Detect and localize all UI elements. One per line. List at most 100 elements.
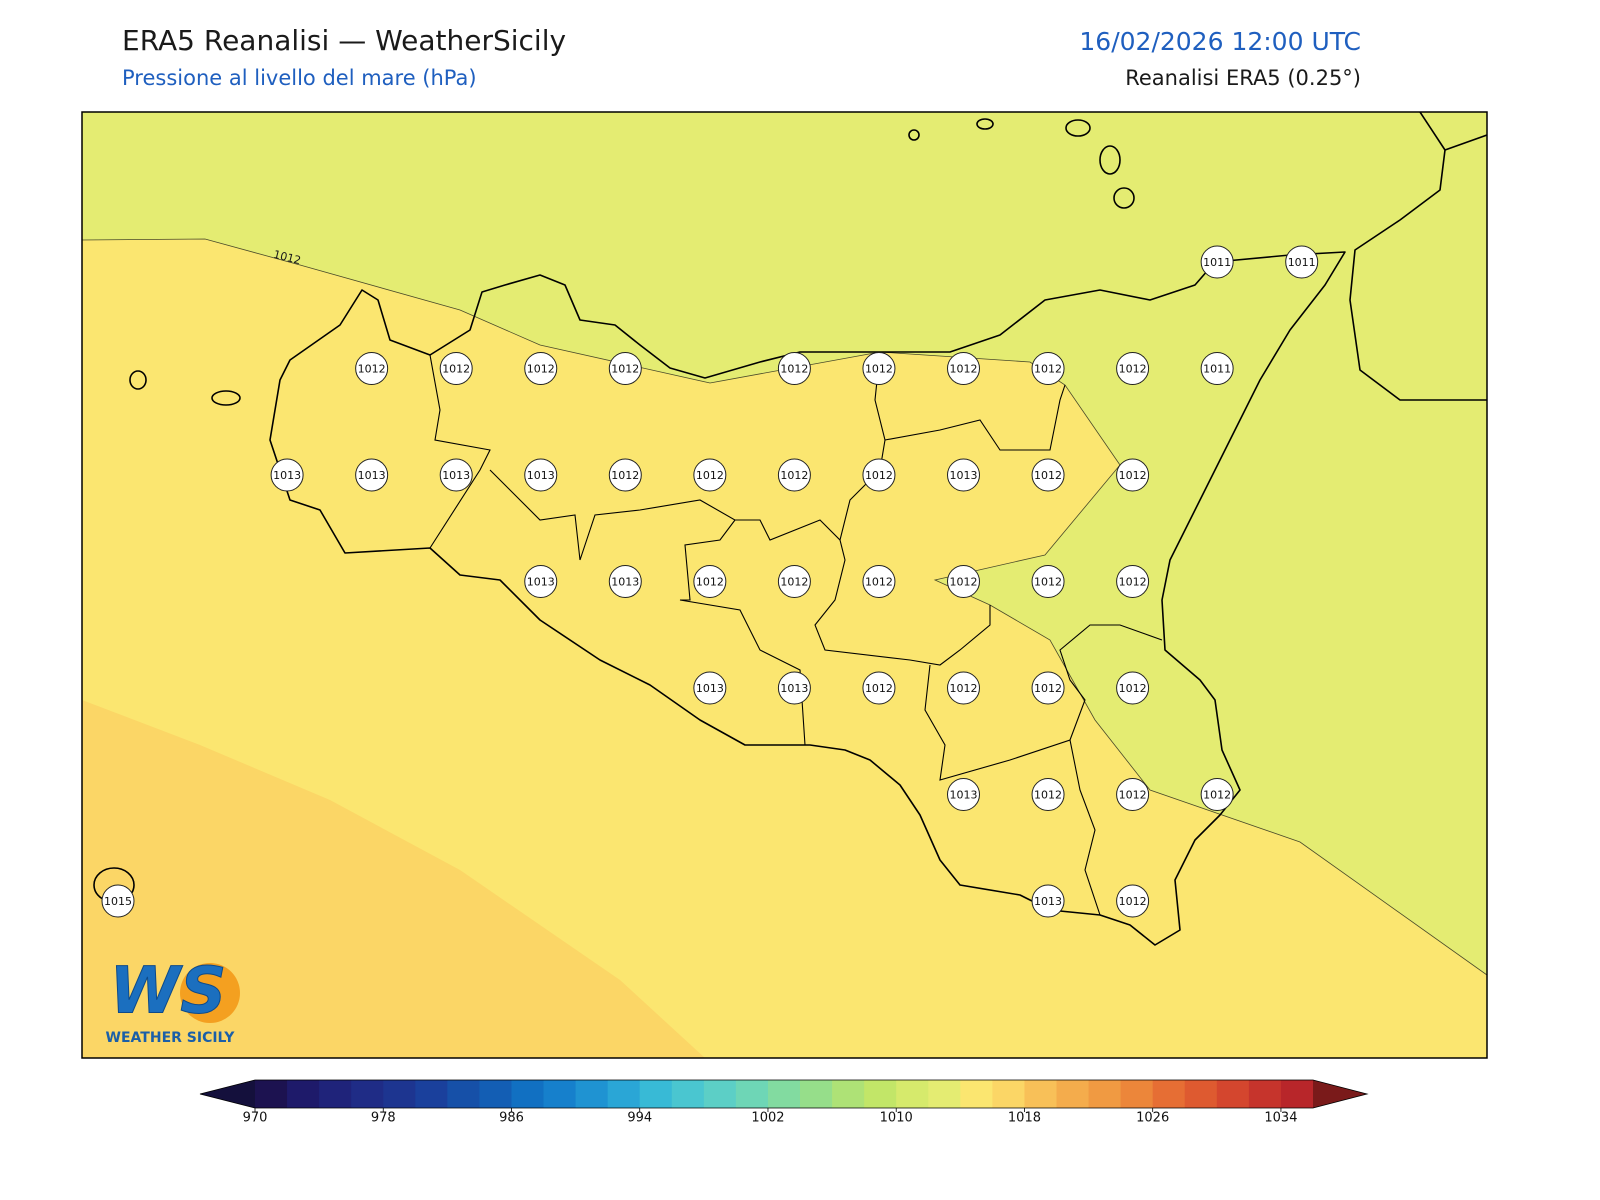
colorbar-tick-label: 1034 xyxy=(1264,1111,1297,1126)
logo: WS WEATHER SICILY xyxy=(106,954,240,1046)
islands xyxy=(93,118,1135,903)
grid-marker xyxy=(608,352,642,385)
colorbar-bin xyxy=(703,1080,737,1108)
colorbar-bin xyxy=(1120,1080,1154,1108)
colorbar-bin xyxy=(575,1080,609,1108)
colorbar-bin xyxy=(1088,1080,1122,1108)
colorbar-outline xyxy=(199,1079,1369,1109)
grid-value: 1013 xyxy=(1034,895,1062,908)
grid-value: 1012 xyxy=(1034,682,1062,695)
grid-marker xyxy=(1116,458,1150,492)
grid-value: 1012 xyxy=(780,576,808,589)
colorbar-bin xyxy=(1280,1080,1314,1108)
grid-value: 1013 xyxy=(273,469,301,482)
colorbar-bin xyxy=(447,1080,480,1108)
valid-time: 16/02/2026 12:00 UTC xyxy=(1079,27,1361,56)
grid-value: 1012 xyxy=(527,363,555,376)
grid-marker xyxy=(777,352,811,385)
grid-value: 1013 xyxy=(780,682,808,695)
grid-marker xyxy=(777,671,811,705)
grid-value: 1012 xyxy=(1119,895,1147,908)
grid-marker xyxy=(101,884,135,918)
grid-value: 1011 xyxy=(1203,363,1231,376)
grid-value: 1012 xyxy=(696,469,724,482)
island xyxy=(129,370,147,390)
grid-value: 1013 xyxy=(527,469,555,482)
grid-value: 1013 xyxy=(696,682,724,695)
grid-value: 1012 xyxy=(611,363,639,376)
colorbar-over xyxy=(1313,1080,1367,1108)
grid-value: 1012 xyxy=(780,469,808,482)
grid-value: 1013 xyxy=(611,576,639,589)
grid-marker xyxy=(947,778,980,811)
grid-value: 1012 xyxy=(1034,789,1062,802)
colorbar-bin xyxy=(351,1080,384,1108)
grid-marker xyxy=(1116,884,1150,918)
grid-marker xyxy=(862,458,896,492)
grid-value: 1012 xyxy=(1034,576,1062,589)
grid-value: 1012 xyxy=(1119,576,1147,589)
colorbar-tick-label: 994 xyxy=(627,1111,652,1126)
grid-value: 1015 xyxy=(104,895,132,908)
grid-marker xyxy=(862,671,896,705)
colorbar-under xyxy=(200,1080,255,1108)
mainland-coast xyxy=(1349,112,1487,401)
island xyxy=(211,390,241,406)
grid-value: 1012 xyxy=(696,576,724,589)
grid-marker xyxy=(693,458,727,492)
colorbar-bin xyxy=(415,1080,448,1108)
grid-value: 1011 xyxy=(1288,256,1316,269)
colorbar: 970 978 986 994 1002 1010 1018 1026 1034 xyxy=(199,1079,1369,1126)
island xyxy=(1065,119,1091,137)
grid-marker xyxy=(524,565,558,598)
grid-marker xyxy=(693,671,727,705)
grid-value: 1013 xyxy=(950,789,978,802)
colorbar-bin xyxy=(287,1080,320,1108)
grid-marker xyxy=(1116,352,1150,385)
grid-value: 1012 xyxy=(358,363,386,376)
grid-marker xyxy=(777,565,811,598)
grid-marker xyxy=(1285,245,1319,279)
colorbar-bin xyxy=(607,1080,641,1108)
colorbar-bin xyxy=(992,1080,1025,1108)
grid-values: 1011 1011 1012 1012 1012 1012 1012 1012 1012 1012… xyxy=(101,245,1319,918)
grid-value: 1012 xyxy=(950,576,978,589)
colorbar-bin xyxy=(639,1080,673,1108)
grid-value: 1012 xyxy=(1119,789,1147,802)
grid-value: 1013 xyxy=(950,469,978,482)
island xyxy=(908,129,920,141)
colorbar-bin xyxy=(319,1080,352,1108)
grid-value: 1012 xyxy=(1203,789,1231,802)
colorbar-tick-label: 986 xyxy=(499,1111,524,1126)
title: ERA5 Reanalisi — WeatherSicily xyxy=(122,24,566,57)
colorbar-bin xyxy=(255,1080,288,1108)
colorbar-tick-label: 1026 xyxy=(1136,1111,1169,1126)
coastline xyxy=(269,251,1346,946)
grid-value: 1012 xyxy=(865,363,893,376)
colorbar-bin xyxy=(928,1080,961,1108)
grid-marker xyxy=(1031,458,1065,492)
grid-value: 1012 xyxy=(1119,682,1147,695)
grid-marker xyxy=(1200,778,1234,811)
colorbar-bin xyxy=(735,1080,769,1108)
grid-value: 1012 xyxy=(1119,363,1147,376)
grid-marker xyxy=(439,458,473,492)
grid-marker xyxy=(1200,352,1234,385)
grid-marker xyxy=(608,565,642,598)
map-frame xyxy=(81,111,1488,1059)
grid-marker xyxy=(693,565,727,598)
subtitle: Pressione al livello del mare (hPa) xyxy=(122,66,477,90)
colorbar-bin xyxy=(671,1080,705,1108)
island xyxy=(1099,145,1121,175)
colorbar-bin xyxy=(1056,1080,1090,1108)
colorbar-bin xyxy=(832,1080,865,1108)
grid-marker xyxy=(862,352,896,385)
grid-marker xyxy=(355,458,389,492)
colorbar-bin xyxy=(543,1080,577,1108)
island xyxy=(1113,187,1135,209)
grid-marker xyxy=(270,458,304,492)
grid-value: 1012 xyxy=(611,469,639,482)
grid-value: 1012 xyxy=(780,363,808,376)
